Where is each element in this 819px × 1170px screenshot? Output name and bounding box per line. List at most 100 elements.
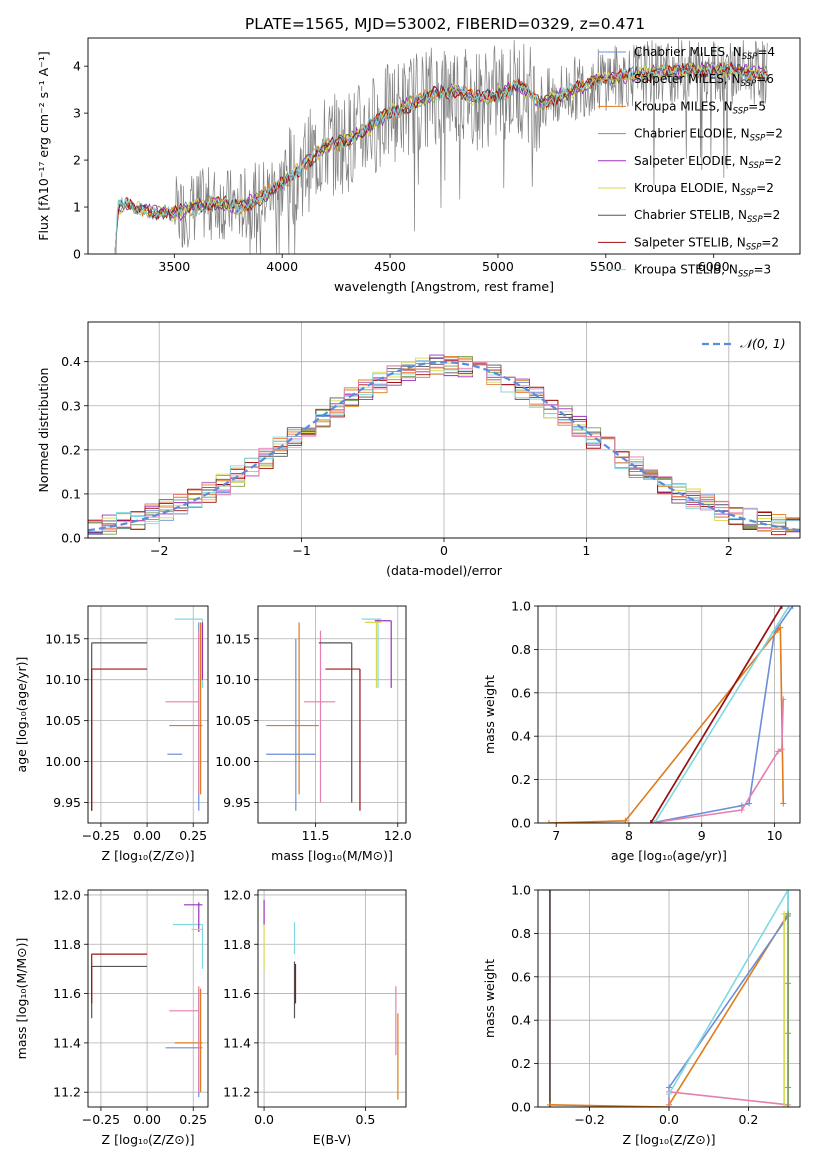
x-tick-label: 5500 <box>590 259 622 274</box>
legend-entry: Kroupa STELIB, NSSP=3 <box>634 263 771 280</box>
y-tick-label: 11.4 <box>53 1035 81 1050</box>
x-tick-label: 1 <box>582 543 590 558</box>
axes-frame <box>257 605 407 824</box>
legend-entry: 𝒩(0, 1) <box>740 336 786 351</box>
plot-area-mass_weight_vs_Z <box>546 890 792 1107</box>
y-tick-label: 11.2 <box>223 1085 251 1100</box>
y-axis-label: mass weight <box>482 675 497 754</box>
legend-entry: Chabrier ELODIE, NSSP=2 <box>634 127 783 144</box>
legend-entry: Chabrier MILES, NSSP=4 <box>634 45 775 62</box>
weight-line <box>668 890 789 1107</box>
x-axis-label: mass [log₁₀(M/M⊙)] <box>271 848 393 863</box>
y-tick-label: 0.2 <box>511 772 531 787</box>
y-tick-label: 11.6 <box>53 986 81 1001</box>
x-tick-label: 3500 <box>158 259 190 274</box>
x-tick-label: 0.25 <box>179 1112 207 1127</box>
x-axis-label: Z [log₁₀(Z/Z⊙)] <box>102 1132 195 1147</box>
x-tick-label: 0.5 <box>356 1112 376 1127</box>
x-tick-label: 11.5 <box>302 828 330 843</box>
y-axis-label: mass [log₁₀(M/M⊙)] <box>14 938 29 1060</box>
y-tick-label: 11.2 <box>53 1085 81 1100</box>
y-axis-label: mass weight <box>482 959 497 1038</box>
axes-frame <box>537 605 801 824</box>
error-bar-point <box>266 622 319 795</box>
x-axis-label: wavelength [Angstrom, rest frame] <box>334 279 554 294</box>
weight-line <box>653 606 790 823</box>
y-tick-label: 9.95 <box>53 795 81 810</box>
panel-mass_weight_vs_Z: −0.2 0.0 0.2 0.0 0.2 0.4 0.6 0.8 1.0 Z [log₁₀(Z/Z… <box>482 883 801 1147</box>
y-tick-label: 11.8 <box>223 937 251 952</box>
x-axis-label: age [log₁₀(age/yr)] <box>611 848 727 863</box>
x-axis-label: Z [log₁₀(Z/Z⊙)] <box>623 1132 716 1147</box>
x-axis-label: Z [log₁₀(Z/Z⊙)] <box>102 848 195 863</box>
y-tick-label: 0.8 <box>511 642 531 657</box>
x-tick-label: 4500 <box>374 259 406 274</box>
x-axis-label: E(B-V) <box>313 1132 352 1147</box>
x-axis-label: (data-model)/error <box>386 563 503 578</box>
plot-area-spectrum <box>114 38 768 254</box>
x-tick-label: 9 <box>698 828 706 843</box>
panel-mass_vs_Z: −0.25 0.00 0.25 11.2 11.4 11.6 11.8 12.0 Z [log₁… <box>14 887 209 1147</box>
y-axis-label: Normed distribution <box>36 368 51 493</box>
y-tick-label: 1 <box>73 200 81 215</box>
panel-age_vs_mass: 11.5 12.0 9.95 10.00 10.05 10.10 10.15 mass [lo… <box>215 605 412 863</box>
panel-residuals: −2 −1 0 1 2 0.0 0.1 0.2 0.3 0.4 (data-model)/error… <box>36 321 801 578</box>
axes-frame <box>257 889 407 1108</box>
model-line <box>114 61 768 254</box>
error-bar-point <box>304 630 336 803</box>
x-tick-label: 0.25 <box>179 828 207 843</box>
error-bar-point <box>91 965 148 1019</box>
panel-mass_vs_ebv: 0.0 0.5 11.2 11.4 11.6 11.8 12.0 E(B-V) <box>223 887 407 1147</box>
x-tick-label: 6000 <box>698 259 730 274</box>
x-tick-label: −0.25 <box>82 828 120 843</box>
weight-line <box>548 626 785 823</box>
legend-entry: Salpeter ELODIE, NSSP=2 <box>634 154 782 171</box>
x-tick-label: −1 <box>292 543 310 558</box>
y-tick-label: 3 <box>73 106 81 121</box>
y-tick-label: 9.95 <box>223 795 251 810</box>
y-tick-label: 0.8 <box>511 926 531 941</box>
axes-frame <box>87 605 209 824</box>
error-bar-point <box>364 621 382 688</box>
panel-age_vs_Z: −0.25 0.00 0.25 9.95 10.00 10.05 10.10 10.15 Z [… <box>14 605 209 863</box>
x-tick-label: 8 <box>625 828 633 843</box>
error-bar-point <box>91 668 148 811</box>
plot-area-mass_weight_vs_age <box>545 606 796 823</box>
residual-histogram <box>88 362 800 533</box>
x-tick-label: 10 <box>767 828 783 843</box>
x-tick-label: 0.0 <box>659 1112 679 1127</box>
error-bar-point <box>374 620 392 688</box>
panel-mass_weight_vs_age: 7 8 9 10 0.0 0.2 0.4 0.6 0.8 1.0 age [log₁₀(age/yr… <box>482 599 801 863</box>
error-bar-point <box>91 953 148 1004</box>
error-bar-point <box>266 638 316 811</box>
model-line <box>114 61 768 254</box>
y-tick-label: 0.4 <box>511 1013 531 1028</box>
plot-area-mass_vs_ebv <box>263 899 399 1100</box>
legend-entry: Salpeter STELIB, NSSP=2 <box>634 235 779 252</box>
y-tick-label: 11.8 <box>53 937 81 952</box>
y-tick-label: 12.0 <box>53 887 81 902</box>
y-tick-label: 10.00 <box>45 754 81 769</box>
y-tick-label: 0.0 <box>61 531 81 546</box>
panel-spectrum: 3500 4000 4500 5000 5500 6000 0 1 2 3 4 wavelength … <box>36 37 801 294</box>
weight-line <box>650 699 785 823</box>
y-axis-label: Flux [fλ10⁻¹⁷ erg cm⁻² s⁻¹ A⁻¹] <box>36 51 51 240</box>
y-tick-label: 1.0 <box>511 599 531 614</box>
x-tick-label: 5000 <box>482 259 514 274</box>
legend: 𝒩(0, 1) <box>702 336 786 351</box>
error-bar-point <box>91 642 148 811</box>
x-tick-label: 0.0 <box>254 1112 274 1127</box>
y-tick-label: 1.0 <box>511 883 531 898</box>
gaussian-curve <box>88 361 800 532</box>
axes-frame <box>87 37 801 255</box>
error-bar-point <box>318 642 353 803</box>
x-tick-label: 7 <box>552 828 560 843</box>
weight-line <box>668 890 789 1107</box>
y-tick-label: 0.2 <box>61 442 81 457</box>
y-tick-label: 2 <box>73 153 81 168</box>
y-tick-label: 0.0 <box>511 1100 531 1115</box>
y-tick-label: 0.3 <box>61 398 81 413</box>
y-tick-label: 0 <box>73 247 81 262</box>
y-tick-label: 0.6 <box>511 969 531 984</box>
x-tick-label: −0.2 <box>574 1112 604 1127</box>
